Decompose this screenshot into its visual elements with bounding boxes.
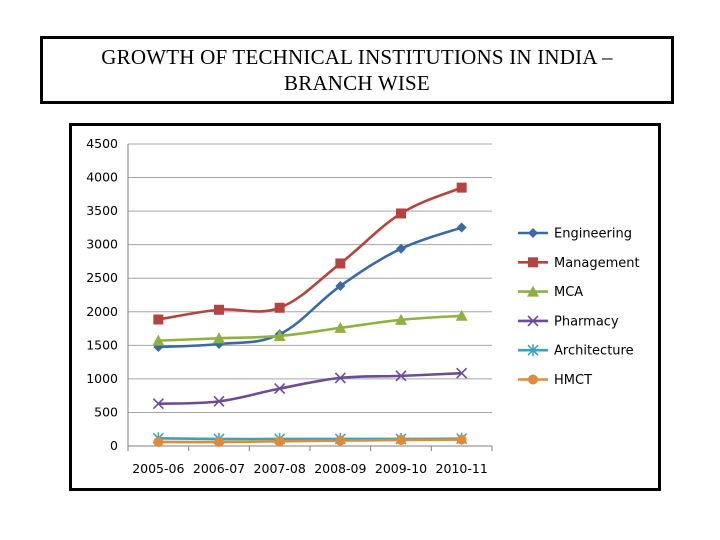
legend-marker-management [528,257,538,268]
x-tick-label: 2005-06 [132,461,184,476]
y-tick-label: 0 [110,438,118,453]
data-point-hmct [214,436,224,447]
data-point-pharmacy [274,383,286,395]
y-tick-label: 1000 [86,371,118,386]
data-point-hmct [396,434,406,445]
data-point-management [153,314,164,325]
legend-marker-pharmacy [527,315,539,327]
legend-marker-engineering [528,228,538,238]
data-point-mca [334,321,347,333]
data-point-management [274,302,285,313]
data-point-pharmacy [152,398,164,410]
data-point-mca [152,334,165,346]
legend-marker-hmct [528,374,538,385]
y-tick-label: 2000 [86,304,118,319]
x-tick-label: 2007-08 [254,461,306,476]
series-line-management [158,186,463,321]
legend-label-mca: MCA [554,285,583,300]
data-point-engineering [456,222,467,233]
legend-label-hmct: HMCT [554,373,592,388]
data-point-management [396,208,406,219]
y-tick-label: 4000 [86,170,118,185]
chart-frame [69,123,661,491]
legend-marker-architecture [527,344,539,357]
x-tick-label: 2008-09 [314,461,366,476]
data-point-hmct [456,434,467,445]
data-point-mca [213,332,225,344]
data-point-mca [273,329,286,341]
legend-label-management: Management [554,256,640,271]
data-point-mca [395,313,407,325]
data-point-management [335,258,346,269]
legend-label-architecture: Architecture [554,344,634,359]
data-point-management [456,182,467,193]
x-tick-label: 2006-07 [193,461,245,476]
data-point-mca [455,309,468,321]
data-point-pharmacy [456,367,468,379]
legend-marker-mca [527,285,539,297]
x-tick-label: 2009-10 [375,461,427,476]
data-point-hmct [274,436,285,447]
x-tick-label: 2010-11 [436,461,488,476]
y-tick-label: 1500 [86,337,118,352]
series-line-mca [158,314,462,342]
data-point-pharmacy [213,395,225,407]
y-tick-label: 3500 [86,203,118,218]
y-tick-label: 2500 [86,270,118,285]
data-point-engineering [335,280,346,291]
legend-label-engineering: Engineering [554,227,632,242]
data-point-engineering [396,243,406,254]
page-title-line-1: GROWTH OF TECHNICAL INSTITUTIONS IN INDI… [101,45,613,69]
data-point-hmct [335,435,346,446]
data-point-management [214,304,224,315]
data-point-pharmacy [334,372,346,384]
y-tick-label: 3000 [86,237,118,252]
page-title-line-2: BRANCH WISE [284,71,430,95]
y-tick-label: 500 [94,404,118,419]
data-point-pharmacy [395,370,407,382]
y-tick-label: 4500 [86,136,118,151]
data-point-hmct [153,436,164,447]
title-box: GROWTH OF TECHNICAL INSTITUTIONS IN INDI… [40,36,674,104]
series-line-hmct [158,438,462,444]
series-line-pharmacy [158,371,462,406]
legend-label-pharmacy: Pharmacy [554,314,619,329]
